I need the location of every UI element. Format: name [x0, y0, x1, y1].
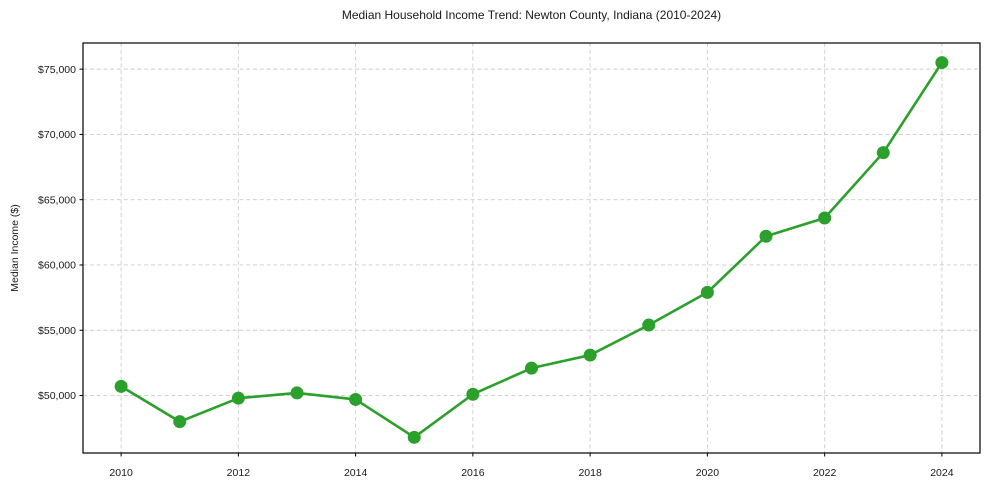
data-point-2022: [818, 211, 832, 225]
x-tick-label: 2024: [930, 467, 954, 479]
data-point-2019: [642, 318, 656, 332]
y-axis-label: Median Income ($): [9, 204, 21, 292]
data-point-2018: [583, 348, 597, 362]
trend-line: [119, 61, 944, 439]
data-point-2024: [935, 56, 949, 70]
y-tick-label: $60,000: [38, 260, 76, 272]
x-tick-label: 2012: [227, 467, 251, 479]
data-point-2015: [407, 430, 421, 444]
data-point-2017: [525, 361, 538, 375]
data-point-2014: [349, 392, 363, 406]
x-tick-label: 2020: [696, 467, 720, 479]
data-point-2012: [231, 391, 245, 405]
data-point-2016: [466, 387, 480, 401]
y-tick-label: $55,000: [38, 325, 76, 337]
data-point-2021: [759, 229, 773, 243]
x-tick-label: 2022: [813, 467, 837, 479]
data-point-2013: [290, 386, 304, 400]
x-tick-label: 2014: [344, 467, 368, 479]
chart-title: Median Household Income Trend: Newton Co…: [341, 8, 722, 22]
x-tick-label: 2018: [578, 467, 602, 479]
data-point-2011: [173, 415, 187, 429]
x-tick-label: 2016: [461, 467, 485, 479]
y-tick-label: $75,000: [38, 64, 76, 76]
data-point-2020: [700, 285, 714, 299]
data-point-2010: [114, 379, 128, 393]
plot-frame: [82, 42, 981, 454]
x-tick-label: 2010: [109, 467, 133, 479]
y-tick-label: $65,000: [38, 194, 76, 206]
data-point-2023: [876, 146, 890, 160]
y-tick-label: $50,000: [38, 390, 76, 402]
y-tick-label: $70,000: [38, 129, 76, 141]
